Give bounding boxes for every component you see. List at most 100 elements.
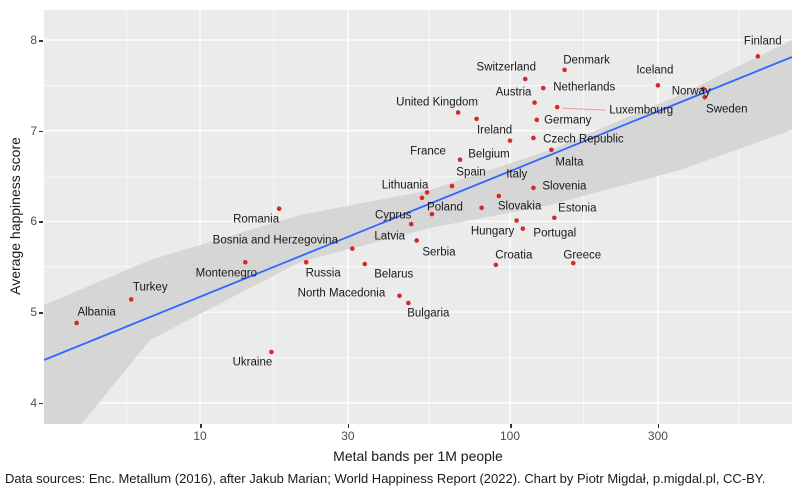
country-label: Montenegro — [195, 267, 257, 280]
y-axis-title: Average happiness score — [7, 137, 23, 295]
x-tick-label: 10 — [193, 429, 207, 443]
data-point — [562, 67, 567, 73]
y-tick-label: 8 — [30, 33, 37, 47]
country-label: Ukraine — [232, 356, 273, 369]
data-point — [496, 193, 502, 199]
data-point — [406, 300, 411, 306]
y-tick-label: 6 — [30, 214, 37, 229]
data-point — [700, 86, 706, 92]
country-label: Switzerland — [476, 61, 536, 74]
x-tick-label: 30 — [341, 429, 355, 443]
data-point — [414, 238, 419, 243]
y-tick-mark — [39, 40, 43, 42]
data-point — [655, 83, 661, 88]
data-point — [424, 190, 430, 195]
label-leader-line — [562, 107, 606, 111]
data-point — [507, 138, 513, 143]
x-axis-title: Metal bands per 1M people — [333, 448, 503, 464]
data-point — [702, 94, 708, 100]
data-point — [514, 218, 519, 223]
y-tick-label: 7 — [30, 123, 37, 138]
country-label: Hungary — [470, 225, 515, 238]
country-label: Russia — [305, 267, 341, 280]
country-label: Luxembourg — [609, 104, 674, 117]
data-point — [493, 262, 499, 268]
country-label: Malta — [555, 155, 584, 168]
y-tick-mark — [39, 402, 43, 405]
y-tick-mark — [39, 221, 43, 223]
country-label: Serbia — [422, 246, 456, 259]
data-point — [531, 185, 536, 191]
country-label: Norway — [671, 85, 711, 98]
x-tick-mark — [657, 424, 660, 428]
data-point — [552, 215, 557, 221]
data-point — [128, 297, 134, 302]
data-point — [419, 195, 425, 201]
country-label: Sweden — [706, 103, 748, 116]
y-tick-mark — [39, 312, 43, 314]
x-tick-mark — [347, 424, 350, 428]
data-point — [570, 260, 576, 266]
data-point — [540, 85, 546, 91]
plot-panel: Finland Iceland Norway Sweden Denmark Switzer… — [44, 10, 792, 424]
country-label: North Macedonia — [297, 287, 386, 300]
caption: Data sources: Enc. Metallum (2016), afte… — [5, 471, 766, 486]
data-point — [474, 116, 479, 122]
country-label: Turkey — [132, 281, 168, 294]
data-point — [350, 246, 355, 251]
data-point — [449, 183, 455, 189]
data-point — [457, 157, 463, 163]
data-point — [479, 205, 484, 211]
country-label: Bulgaria — [407, 307, 450, 320]
y-tick-label: 5 — [30, 305, 37, 320]
data-point — [242, 259, 248, 265]
country-label: Italy — [506, 168, 528, 181]
y-tick-mark — [39, 130, 43, 133]
data-point — [532, 100, 537, 105]
country-label: Bosnia and Herzegovina — [212, 233, 338, 246]
country-label: Belgium — [468, 147, 510, 160]
country-label: Portugal — [533, 226, 577, 239]
country-label: Belarus — [374, 268, 414, 281]
country-label: Czech Republic — [543, 133, 624, 146]
data-point — [554, 104, 560, 110]
data-point — [408, 221, 414, 227]
data-point — [303, 259, 309, 265]
country-label: Slovakia — [497, 200, 542, 213]
country-label: Austria — [495, 85, 532, 98]
x-tick-label: 300 — [647, 429, 668, 443]
country-label: Cyprus — [374, 209, 412, 222]
data-point — [755, 54, 761, 59]
country-label: Denmark — [563, 54, 610, 67]
data-point — [269, 349, 274, 355]
x-tick-mark — [510, 424, 512, 428]
trend-line — [44, 56, 792, 361]
country-label: Estonia — [558, 202, 597, 215]
y-tick-label: 4 — [30, 395, 37, 410]
country-label: Romania — [233, 212, 280, 225]
country-label: France — [410, 144, 446, 157]
country-label: Latvia — [374, 230, 406, 243]
data-point — [429, 211, 435, 217]
data-point — [362, 261, 368, 267]
data-point — [549, 147, 554, 153]
data-point — [276, 206, 282, 212]
x-tick-label: 100 — [499, 429, 521, 443]
confidence-band — [44, 40, 792, 424]
country-label: Germany — [544, 114, 592, 127]
country-label: Spain — [456, 166, 486, 179]
country-label: Iceland — [636, 64, 674, 77]
data-point — [74, 320, 79, 326]
data-point — [520, 226, 526, 231]
country-label: United Kingdom — [396, 95, 478, 108]
data-point — [534, 117, 540, 123]
data-point — [397, 293, 402, 299]
country-label: Slovenia — [542, 180, 587, 193]
country-label: Croatia — [495, 249, 533, 262]
country-label: Greece — [563, 249, 602, 262]
country-label: Finland — [743, 35, 782, 48]
data-point — [455, 110, 461, 115]
plot-canvas — [44, 10, 792, 424]
x-tick-mark — [200, 424, 202, 428]
